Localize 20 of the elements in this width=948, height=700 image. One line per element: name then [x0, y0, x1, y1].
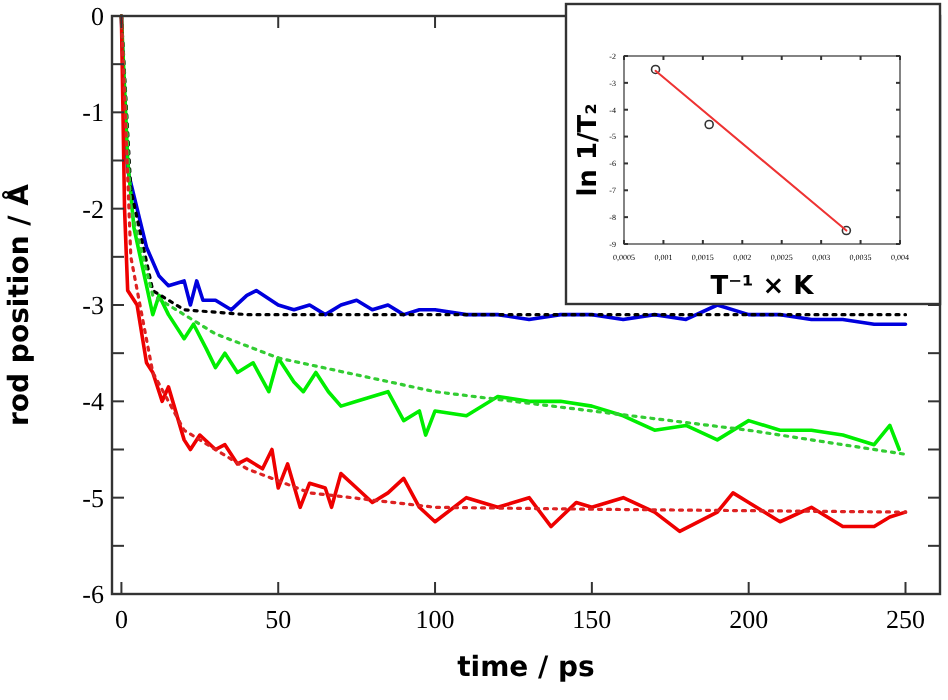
- y-tick-label: -1: [82, 97, 104, 128]
- y-tick-label: -5: [82, 482, 104, 513]
- y-axis-title: ln 1/T₂: [574, 103, 604, 197]
- point: [841, 225, 852, 236]
- y-tick-label: 0: [91, 1, 104, 32]
- y-axis-title: rod position / Å: [2, 183, 36, 426]
- x-axis-title: time / ps: [457, 652, 595, 684]
- x-axis-title: T⁻¹ × K: [710, 272, 816, 302]
- x-tick-label: 100: [415, 604, 455, 634]
- x-tick-label: 250: [886, 604, 925, 634]
- x-tick-label: 0: [114, 604, 128, 634]
- point: [704, 119, 714, 130]
- y-tick-label: -2: [82, 193, 104, 224]
- y-tick-label: -3: [82, 290, 104, 321]
- x-tick-label: 200: [729, 604, 769, 634]
- x-tick-label: 150: [572, 604, 612, 634]
- y-tick-label: -4: [82, 386, 105, 417]
- y-tick-label: -6: [82, 579, 105, 610]
- x-tick-label: 50: [265, 604, 292, 634]
- point: [650, 64, 661, 75]
